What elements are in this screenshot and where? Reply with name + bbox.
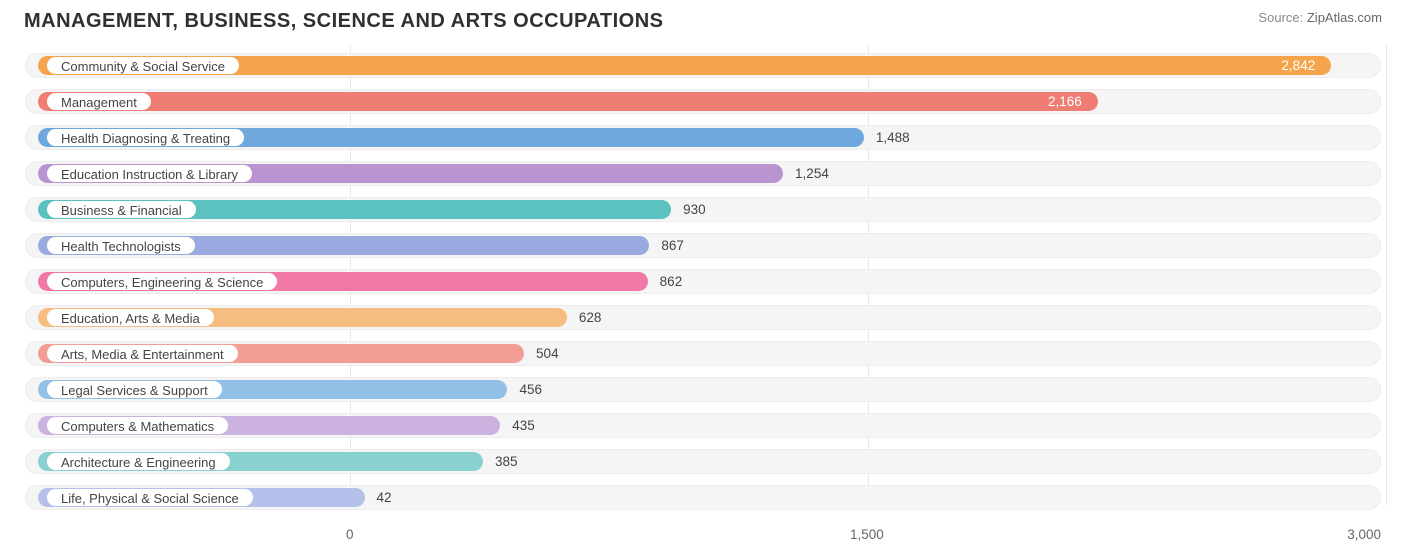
category-pill: Legal Services & Support: [46, 380, 223, 399]
category-pill: Education, Arts & Media: [46, 308, 215, 327]
bar-fill: [38, 92, 1098, 111]
value-label: 42: [377, 490, 392, 505]
source-value: ZipAtlas.com: [1307, 10, 1382, 25]
chart-title: MANAGEMENT, BUSINESS, SCIENCE AND ARTS O…: [24, 10, 663, 33]
bar-row: Health Diagnosing & Treating 1,488: [20, 121, 1386, 155]
category-pill: Management: [46, 92, 152, 111]
bar-row: Life, Physical & Social Science 42: [20, 481, 1386, 515]
gridline: [1386, 45, 1387, 505]
bar-row: Health Technologists 867: [20, 229, 1386, 263]
source-label: Source:: [1258, 10, 1303, 25]
chart-header: MANAGEMENT, BUSINESS, SCIENCE AND ARTS O…: [20, 10, 1386, 33]
category-pill: Arts, Media & Entertainment: [46, 344, 239, 363]
bar-row: Education Instruction & Library 1,254: [20, 157, 1386, 191]
value-label: 930: [683, 202, 706, 217]
bar-row: Architecture & Engineering 385: [20, 445, 1386, 479]
x-axis: 0 1,500 3,000: [20, 527, 1386, 555]
chart-container: MANAGEMENT, BUSINESS, SCIENCE AND ARTS O…: [0, 0, 1406, 558]
value-label: 1,254: [795, 166, 829, 181]
category-pill: Education Instruction & Library: [46, 164, 253, 183]
value-label: 2,842: [1281, 58, 1315, 73]
category-pill: Business & Financial: [46, 200, 197, 219]
category-pill: Health Technologists: [46, 236, 196, 255]
x-tick-label: 0: [346, 527, 354, 542]
value-label: 867: [661, 238, 684, 253]
bar-row: Legal Services & Support 456: [20, 373, 1386, 407]
x-tick-label: 1,500: [850, 527, 884, 542]
value-label: 862: [660, 274, 683, 289]
plot-area: Community & Social Service 2,842 Managemen…: [20, 45, 1386, 533]
value-label: 504: [536, 346, 559, 361]
category-pill: Life, Physical & Social Science: [46, 488, 254, 507]
x-tick-label: 3,000: [1347, 527, 1381, 542]
bar-row: Computers & Mathematics 435: [20, 409, 1386, 443]
source-attribution: Source: ZipAtlas.com: [1258, 10, 1382, 25]
bar-row: Management 2,166: [20, 85, 1386, 119]
value-label: 435: [512, 418, 535, 433]
value-label: 1,488: [876, 130, 910, 145]
category-pill: Community & Social Service: [46, 56, 240, 75]
bar-series: Community & Social Service 2,842 Managemen…: [20, 45, 1386, 515]
value-label: 456: [519, 382, 542, 397]
value-label: 2,166: [1048, 94, 1082, 109]
bar-row: Education, Arts & Media 628: [20, 301, 1386, 335]
category-pill: Computers, Engineering & Science: [46, 272, 278, 291]
value-label: 385: [495, 454, 518, 469]
category-pill: Architecture & Engineering: [46, 452, 231, 471]
category-pill: Computers & Mathematics: [46, 416, 229, 435]
bar-row: Arts, Media & Entertainment 504: [20, 337, 1386, 371]
bar-row: Community & Social Service 2,842: [20, 49, 1386, 83]
bar-row: Business & Financial 930: [20, 193, 1386, 227]
value-label: 628: [579, 310, 602, 325]
bar-row: Computers, Engineering & Science 862: [20, 265, 1386, 299]
category-pill: Health Diagnosing & Treating: [46, 128, 245, 147]
